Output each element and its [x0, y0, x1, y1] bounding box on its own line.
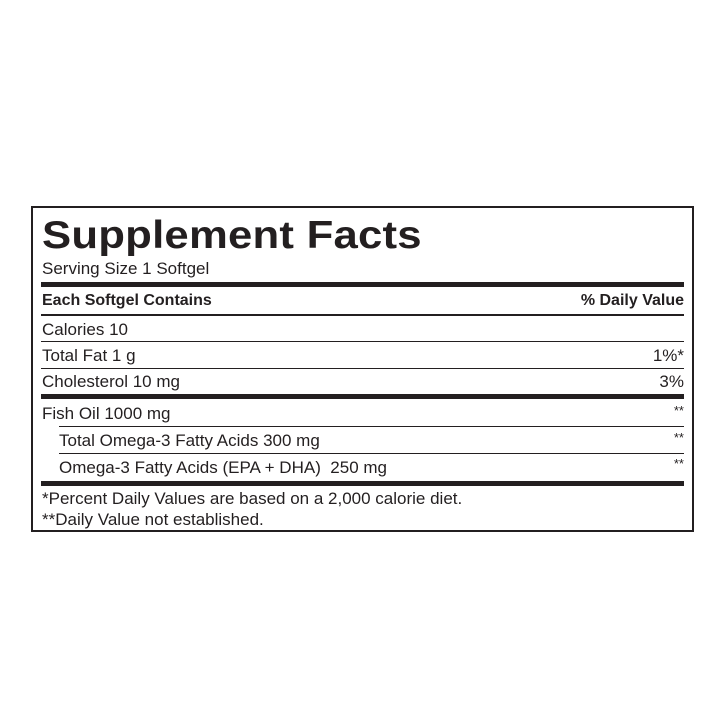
row-label: Total Fat 1 g: [42, 346, 136, 365]
serving-size: Serving Size 1 Softgel: [42, 259, 210, 278]
supplement-facts-panel: Supplement Facts Serving Size 1 Softgel …: [31, 206, 694, 532]
row-dv: **: [673, 403, 684, 418]
footnote: **Daily Value not established.: [42, 510, 264, 529]
header-daily-value: % Daily Value: [580, 292, 684, 309]
divider: [59, 426, 684, 427]
footnote: *Percent Daily Values are based on a 2,0…: [42, 489, 463, 508]
row-label: Fish Oil 1000 mg: [42, 404, 171, 423]
row-label: Total Omega-3 Fatty Acids 300 mg: [59, 431, 320, 450]
divider: [41, 341, 684, 342]
thick-divider: [41, 282, 684, 287]
divider: [41, 314, 684, 316]
row-label: Cholesterol 10 mg: [42, 372, 180, 391]
divider: [41, 368, 684, 369]
thick-divider: [41, 481, 684, 486]
row-dv: **: [673, 430, 684, 445]
row-dv: 3%: [659, 372, 684, 391]
row-label: Calories 10: [42, 320, 128, 339]
row-dv: **: [673, 456, 684, 471]
row-label: Omega-3 Fatty Acids (EPA + DHA) 250 mg: [59, 458, 388, 477]
divider: [59, 453, 684, 454]
row-dv: 1%*: [652, 346, 684, 365]
panel-title: Supplement Facts: [42, 214, 422, 257]
header-contains: Each Softgel Contains: [42, 292, 212, 309]
thick-divider: [41, 394, 684, 399]
